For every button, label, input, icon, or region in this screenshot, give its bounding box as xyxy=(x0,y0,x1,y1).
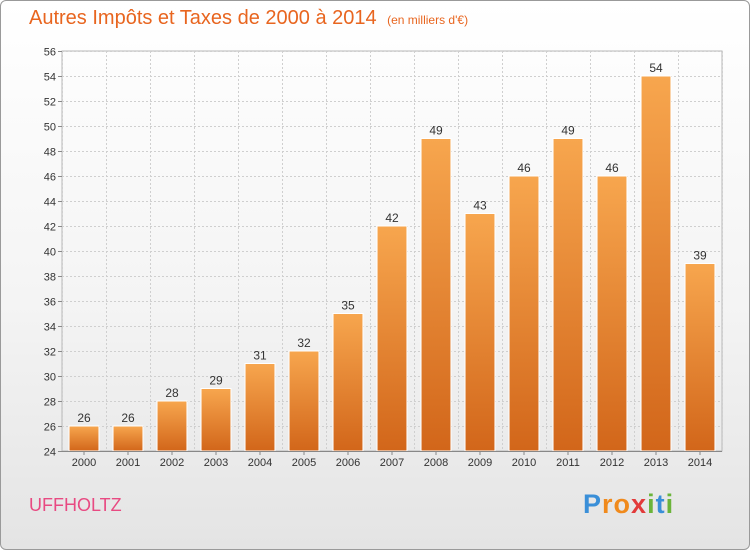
y-tick-label: 50 xyxy=(44,122,56,134)
x-tick-label-2009: 2009 xyxy=(468,457,492,469)
y-tick-label: 36 xyxy=(44,297,56,309)
bar-2010 xyxy=(508,175,540,452)
chart-title-unit: (en milliers d'€) xyxy=(387,13,469,27)
x-tick-label-2012: 2012 xyxy=(600,457,624,469)
y-tick-label: 30 xyxy=(44,372,56,384)
y-tick-label: 40 xyxy=(44,247,56,259)
data-label-2009: 43 xyxy=(473,199,487,213)
x-tick-label-2011: 2011 xyxy=(556,457,580,469)
chart-title-main: Autres Impôts et Taxes de 2000 à 2014 xyxy=(29,7,377,29)
logo-letter: r xyxy=(602,489,614,519)
x-tick-label-2007: 2007 xyxy=(380,457,404,469)
x-tick-label-2001: 2001 xyxy=(116,457,140,469)
bar-2013 xyxy=(640,75,672,452)
bar-2001 xyxy=(112,425,144,452)
bar-2004 xyxy=(244,363,276,452)
y-tick-label: 44 xyxy=(44,197,56,209)
axis-layer: 24 26 28 30 32 34 36 38 40 42 44 46 48 50 52 54 56 2000 20… xyxy=(44,47,722,469)
y-tick-label: 46 xyxy=(44,172,56,184)
bar-layer: 26 26 28 29 31 32 35 42 49 43 46 49 46 54 39 xyxy=(68,61,716,452)
y-tick-label: 28 xyxy=(44,397,56,409)
x-tick-label-2000: 2000 xyxy=(72,457,96,469)
logo-letter: i xyxy=(665,489,675,519)
chart-title: Autres Impôts et Taxes de 2000 à 2014 (e… xyxy=(29,7,468,30)
logo-letter: i xyxy=(647,489,656,519)
logo-letter: t xyxy=(655,489,666,519)
y-tick-label: 34 xyxy=(44,322,56,334)
x-tick-label-2002: 2002 xyxy=(160,457,184,469)
data-label-2010: 46 xyxy=(517,161,531,175)
y-tick-label: 26 xyxy=(44,422,56,434)
x-tick-label-2004: 2004 xyxy=(248,457,272,469)
y-tick-label: 38 xyxy=(44,272,56,284)
bar-2000 xyxy=(68,425,100,452)
y-tick-label: 54 xyxy=(44,72,56,84)
bar-2011 xyxy=(552,138,584,452)
bar-2014 xyxy=(684,263,716,452)
bar-2009 xyxy=(464,213,496,452)
data-label-2008: 49 xyxy=(429,124,443,138)
commune-name: UFFHOLTZ xyxy=(29,495,122,515)
data-label-2006: 35 xyxy=(341,299,355,313)
x-tick-label-2013: 2013 xyxy=(644,457,668,469)
bar-2007 xyxy=(376,225,408,452)
data-label-2001: 26 xyxy=(121,411,135,425)
x-tick-label-2005: 2005 xyxy=(292,457,316,469)
bar-2002 xyxy=(156,400,188,452)
bar-2006 xyxy=(332,313,364,452)
data-label-2007: 42 xyxy=(385,211,399,225)
grid-layer xyxy=(61,50,723,452)
y-tick-label: 42 xyxy=(44,222,56,234)
data-label-2004: 31 xyxy=(253,349,267,363)
bar-2008 xyxy=(420,138,452,452)
bar-2003 xyxy=(200,388,232,452)
data-label-2014: 39 xyxy=(693,249,707,263)
data-label-2002: 28 xyxy=(165,386,179,400)
proxiti-logo[interactable]: Proxiti xyxy=(583,489,674,520)
y-tick-label: 24 xyxy=(44,447,56,459)
x-tick-label-2008: 2008 xyxy=(424,457,448,469)
logo-letter: P xyxy=(583,489,603,519)
x-tick-label-2014: 2014 xyxy=(688,457,712,469)
bar-2012 xyxy=(596,175,628,452)
data-label-2005: 32 xyxy=(297,336,311,350)
y-tick-label: 52 xyxy=(44,97,56,109)
logo-letter: o xyxy=(613,489,632,519)
logo-letter: x xyxy=(631,489,648,519)
data-label-2012: 46 xyxy=(605,161,619,175)
data-label-2000: 26 xyxy=(77,411,91,425)
x-tick-label-2006: 2006 xyxy=(336,457,360,469)
bar-2005 xyxy=(288,350,320,452)
data-label-2011: 49 xyxy=(561,124,575,138)
data-label-2003: 29 xyxy=(209,374,223,388)
data-label-2013: 54 xyxy=(649,61,663,75)
y-tick-label: 32 xyxy=(44,347,56,359)
x-tick-label-2003: 2003 xyxy=(204,457,228,469)
y-tick-label: 56 xyxy=(44,47,56,59)
x-tick-label-2010: 2010 xyxy=(512,457,536,469)
y-tick-label: 48 xyxy=(44,147,56,159)
